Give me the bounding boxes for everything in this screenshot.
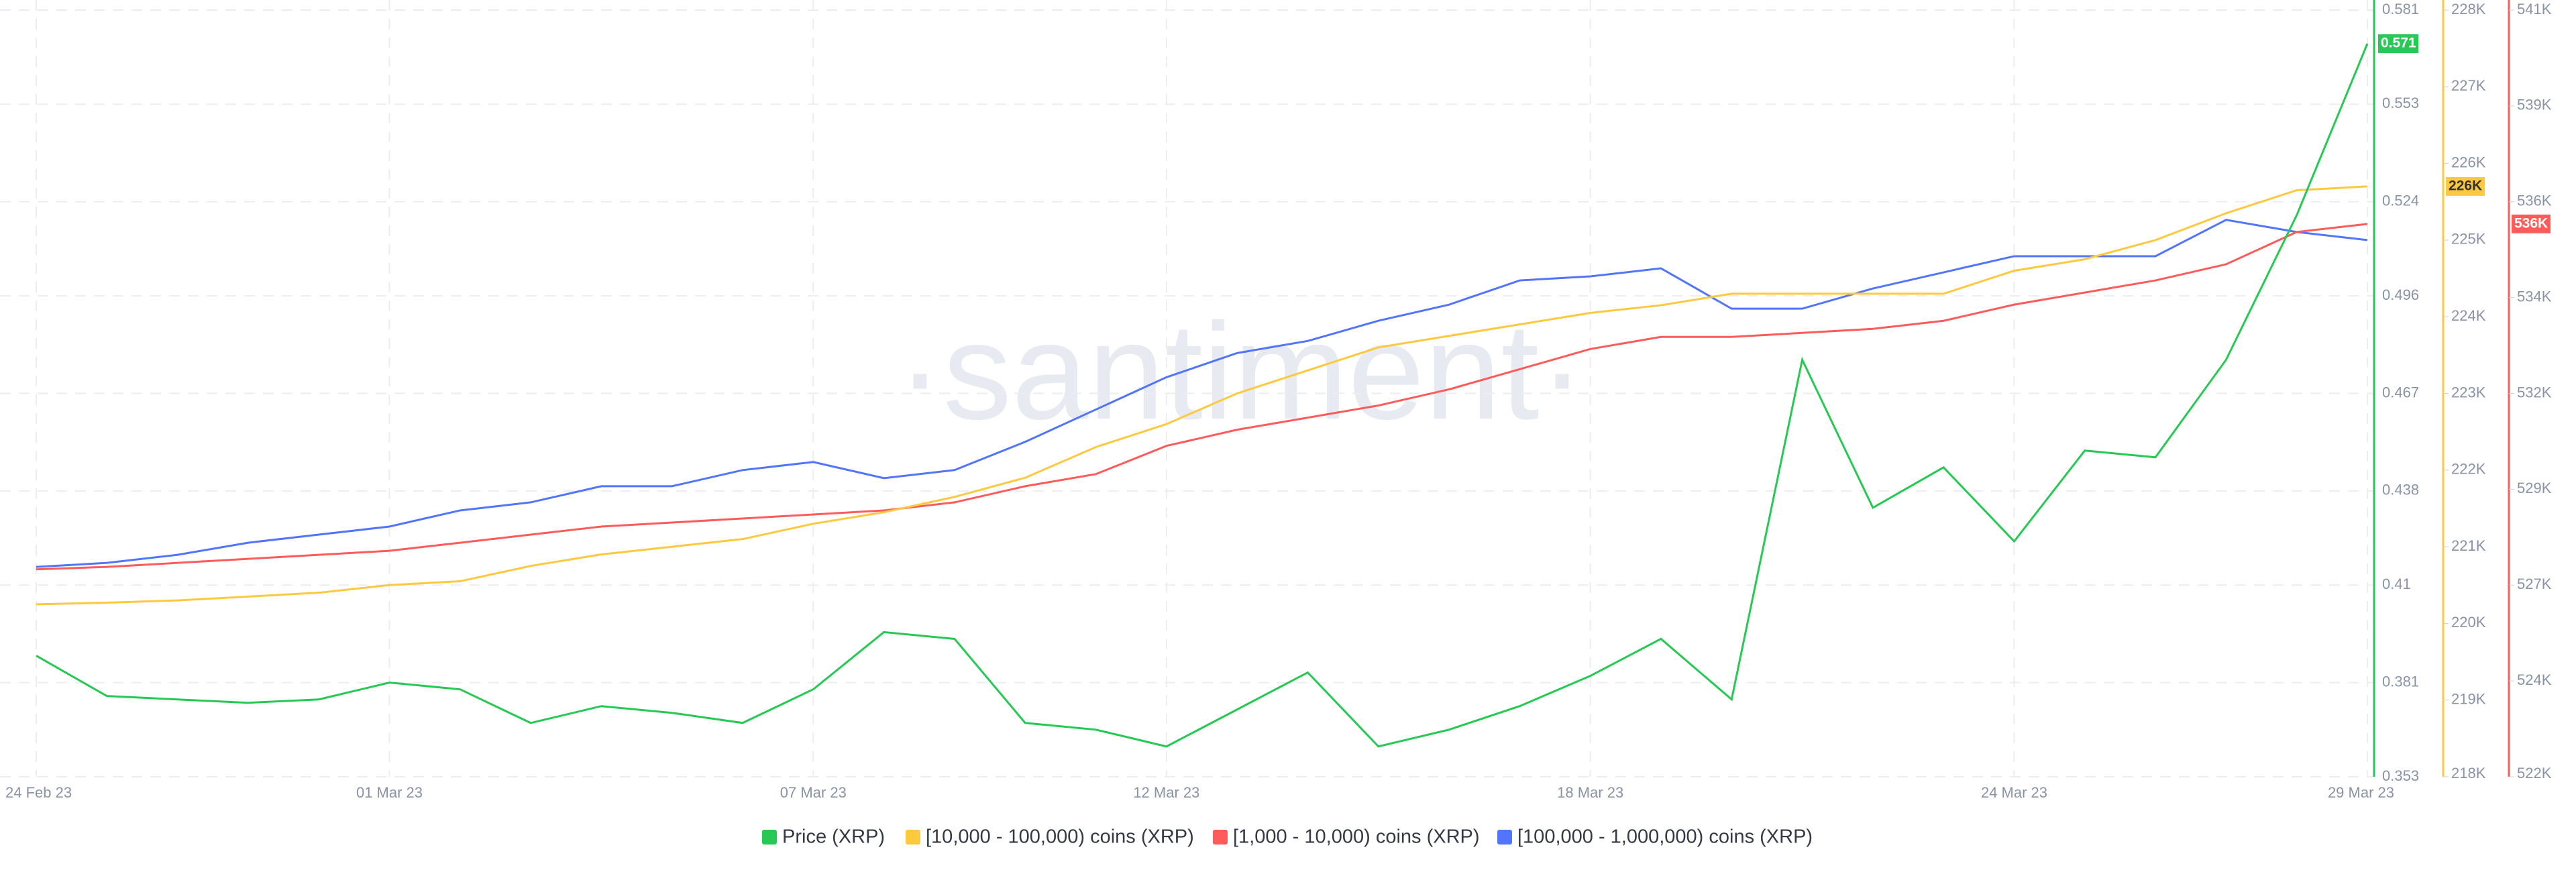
series-line [36, 43, 2369, 748]
x-tick-label: 07 Mar 23 [780, 784, 847, 801]
y2-tick-label: 221K [2451, 537, 2486, 554]
y-tick-label: 0.467 [2382, 384, 2419, 400]
y-tick-label: 0.438 [2382, 482, 2419, 498]
x-tick-label: 29 Mar 23 [2328, 784, 2394, 801]
y2-tick-label: 220K [2451, 614, 2486, 631]
value-badge [2512, 214, 2551, 233]
y3-tick-label: 524K [2517, 671, 2552, 688]
y2-tick-label: 227K [2451, 77, 2486, 94]
y3-tick-label: 529K [2517, 480, 2552, 496]
y2-tick-label: 225K [2451, 231, 2486, 248]
y2-tick-label: 222K [2451, 461, 2486, 478]
y-tick-label: 0.553 [2382, 95, 2419, 111]
legend-swatch [1497, 830, 1512, 844]
x-tick-label: 24 Feb 23 [5, 784, 72, 801]
y-tick-label: 0.524 [2382, 193, 2419, 209]
y2-tick-label: 224K [2451, 307, 2486, 324]
series-line [36, 223, 2368, 571]
y3-tick-label: 532K [2517, 384, 2552, 400]
y-tick-label: 0.496 [2382, 286, 2419, 303]
x-tick-label: 01 Mar 23 [356, 784, 423, 801]
y-tick-label: 0.381 [2382, 673, 2419, 690]
legend-label: Price (XRP) [782, 826, 885, 848]
legend-swatch [906, 830, 920, 844]
watermark: ·santiment· [897, 294, 1585, 448]
y3-tick-label: 522K [2517, 765, 2552, 781]
legend-label: [1,000 - 10,000) coins (XRP) [1233, 826, 1480, 848]
legend-swatch [762, 830, 777, 844]
value-badge-label: 226K [2449, 178, 2482, 193]
x-tick-label: 12 Mar 23 [1133, 784, 1199, 801]
y2-tick-label: 223K [2451, 384, 2486, 400]
y3-tick-label: 541K [2517, 1, 2552, 17]
y3-tick-label: 534K [2517, 288, 2552, 305]
y2-tick-label: 218K [2451, 765, 2486, 781]
series-line [36, 185, 2368, 606]
value-badge [2446, 176, 2485, 196]
value-badge-label: 0.571 [2381, 36, 2416, 51]
y2-tick-label: 228K [2451, 1, 2486, 17]
y-tick-label: 0.353 [2382, 767, 2419, 784]
y3-tick-label: 536K [2517, 193, 2552, 209]
y2-tick-label: 219K [2451, 691, 2486, 708]
x-tick-label: 24 Mar 23 [1981, 784, 2047, 801]
y3-tick-label: 527K [2517, 576, 2552, 592]
value-badge-label: 536K [2514, 215, 2548, 231]
value-badge [2378, 34, 2418, 54]
x-tick-label: 18 Mar 23 [1557, 784, 1623, 801]
legend-label: [10,000 - 100,000) coins (XRP) [926, 826, 1194, 848]
y2-tick-label: 226K [2451, 154, 2486, 170]
y3-tick-label: 539K [2517, 97, 2552, 113]
y-tick-label: 0.41 [2382, 576, 2411, 592]
y-tick-label: 0.581 [2382, 1, 2419, 17]
legend-swatch [1213, 830, 1228, 844]
series-line [36, 219, 2368, 568]
legend-label: [100,000 - 1,000,000) coins (XRP) [1517, 826, 1813, 848]
